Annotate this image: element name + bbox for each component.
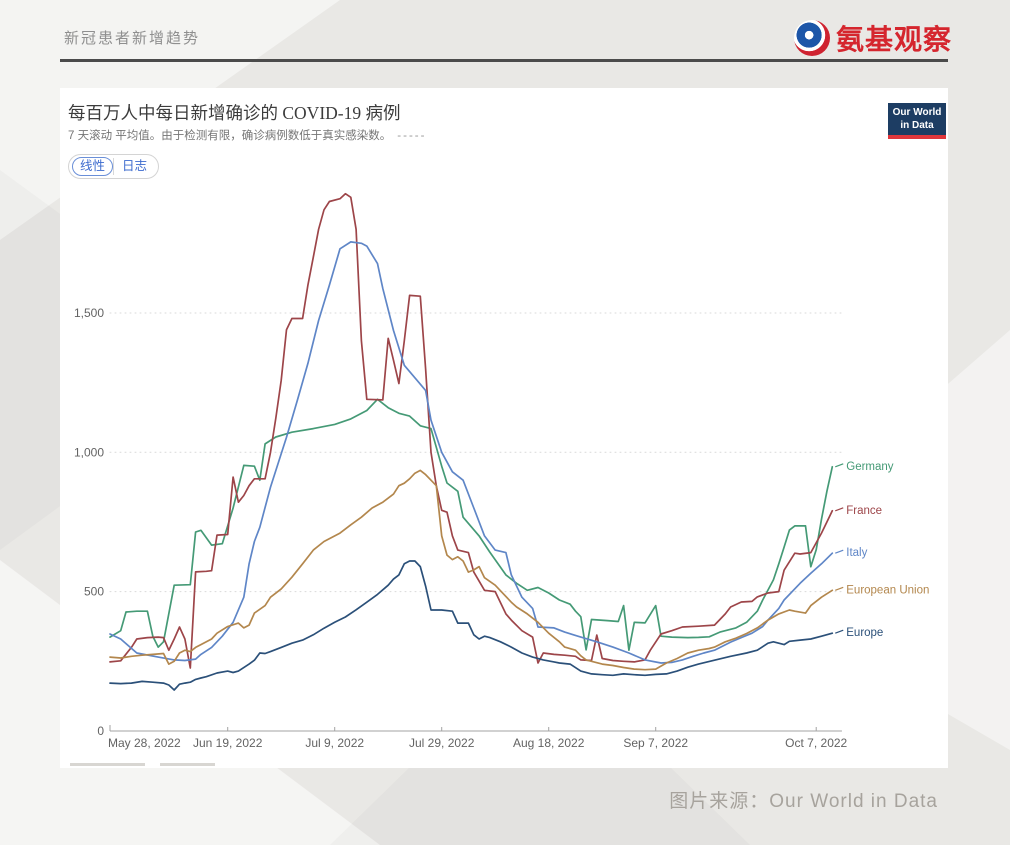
covid-line-chart: 0 500 1,000 1,500 May 28, 2022 Jun 19, 2022 Ju… <box>74 192 929 750</box>
y-tick-label: 1,500 <box>74 306 104 320</box>
owid-logo-line2: in Data <box>900 119 934 131</box>
x-tick-label: May 28, 2022 <box>108 736 181 750</box>
x-tick-label: Oct 7, 2022 <box>785 736 847 750</box>
line-europe <box>109 560 834 691</box>
legend-tick-european-union <box>835 586 844 591</box>
brand-name: 氨基观察 <box>835 24 952 55</box>
legend-label-europe[interactable]: Europe <box>846 627 883 639</box>
chart-subtitle-text: 7 天滚动 平均值。由于检测有限，确诊病例数低于真实感染数。 <box>68 130 392 142</box>
page-title: 新冠患者新增趋势 <box>64 30 201 47</box>
x-tick-label: Aug 18, 2022 <box>513 736 585 750</box>
header-divider <box>60 59 948 62</box>
line-italy <box>109 241 834 664</box>
subtitle-dashes: ----- <box>397 130 427 142</box>
y-tick-label: 500 <box>84 585 104 599</box>
x-tick-label: Jun 19, 2022 <box>193 736 263 750</box>
site-logo: 氨基观察 <box>793 18 952 58</box>
y-tick-label: 0 <box>97 724 104 738</box>
x-tick-label: Jul 9, 2022 <box>305 736 364 750</box>
chart-card: 0 500 1,000 1,500 May 28, 2022 Jun 19, 2022 Ju… <box>60 88 948 768</box>
legend-label-germany[interactable]: Germany <box>846 461 894 473</box>
x-tick-label: Sep 7, 2022 <box>623 736 688 750</box>
clipped-footnote-fragment <box>160 763 215 766</box>
image-source-caption: 图片来源：Our World in Data <box>669 791 938 812</box>
line-france <box>109 192 834 669</box>
legend-tick-germany <box>835 463 844 468</box>
y-tick-label: 1,000 <box>74 445 104 459</box>
legend-tick-italy <box>835 549 844 554</box>
owid-logo-line1: Our World <box>892 107 942 118</box>
linear-scale-button[interactable]: 线性 <box>72 157 114 176</box>
clipped-footnote-fragment <box>70 763 145 766</box>
x-tick-label: Jul 29, 2022 <box>409 736 475 750</box>
legend-tick-france <box>835 507 844 512</box>
line-european-union <box>109 469 834 671</box>
owid-logo: Our World in Data <box>888 103 946 139</box>
legend-label-european-union[interactable]: European Union <box>846 584 929 596</box>
line-germany <box>109 398 834 652</box>
legend-tick-europe <box>835 629 844 634</box>
scale-toggle[interactable]: 线性 日志 <box>68 154 160 179</box>
chart-subtitle: 7 天滚动 平均值。由于检测有限，确诊病例数低于真实感染数。 ----- <box>68 127 426 143</box>
brand-swirl-icon <box>793 20 830 56</box>
chart-title: 每百万人中每日新增确诊的 COVID-19 病例 <box>68 103 401 123</box>
legend-label-france[interactable]: France <box>846 505 882 517</box>
log-scale-button[interactable]: 日志 <box>113 158 155 175</box>
legend-label-italy[interactable]: Italy <box>846 547 867 559</box>
